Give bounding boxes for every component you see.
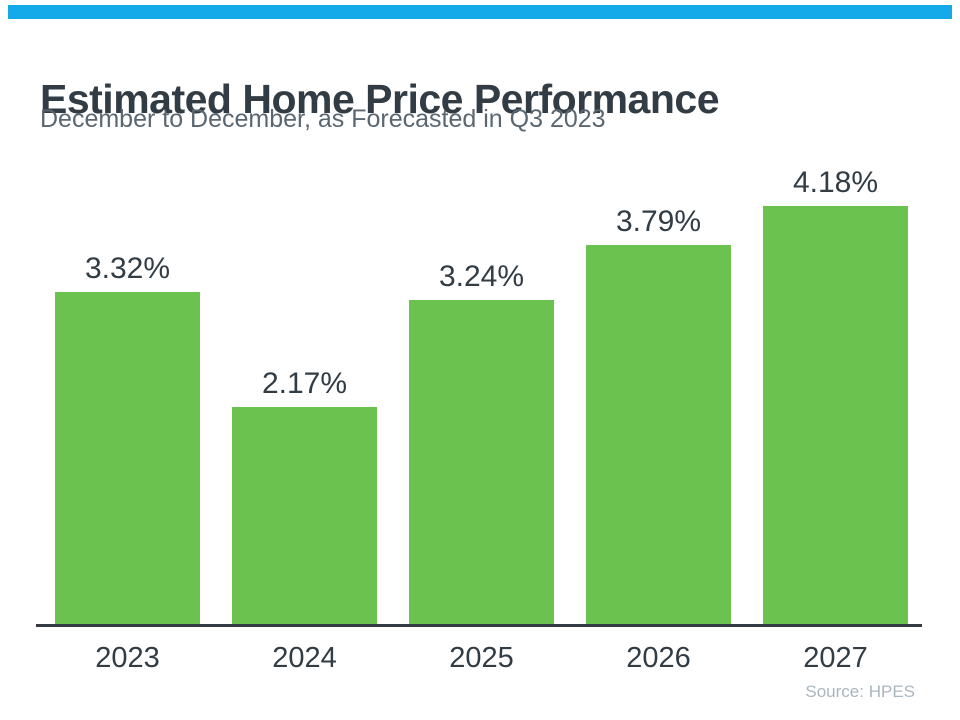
- bar-value-label: 3.32%: [84, 251, 171, 285]
- top-accent-bar: [8, 5, 952, 19]
- x-tick-label: 2023: [95, 642, 160, 674]
- bar-value-label: 4.18%: [792, 165, 879, 199]
- page-title: Estimated Home Price Performance: [40, 76, 720, 123]
- bar-2026: [586, 245, 731, 624]
- x-tick-label: 2024: [272, 642, 337, 674]
- bar-value-label: 2.17%: [261, 366, 348, 400]
- bar-group-2023: 3.32%: [55, 251, 200, 624]
- bar-value-label: 3.79%: [615, 204, 702, 238]
- bar-2024: [232, 407, 377, 624]
- x-tick-label: 2025: [449, 642, 514, 674]
- bar-value-label: 3.24%: [438, 259, 525, 293]
- bar-group-2025: 3.24%: [409, 259, 554, 624]
- bar-2025: [409, 300, 554, 624]
- source-note: Source: HPES: [805, 682, 915, 701]
- page-subtitle: December to December, as Forecasted in Q…: [40, 105, 606, 133]
- x-tick-label: 2027: [803, 642, 868, 674]
- x-axis-labels: 2023 2024 2025 2026 2027: [55, 641, 908, 676]
- bar-2027: [763, 206, 908, 624]
- bar-2023: [55, 292, 200, 624]
- bar-group-2026: 3.79%: [586, 204, 731, 624]
- bars: 3.32% 2.17% 3.24% 3.79% 4.18%: [55, 165, 908, 624]
- x-axis-line: [36, 624, 922, 627]
- bar-group-2027: 4.18%: [763, 165, 908, 624]
- bar-group-2024: 2.17%: [232, 366, 377, 624]
- x-tick-label: 2026: [626, 642, 691, 674]
